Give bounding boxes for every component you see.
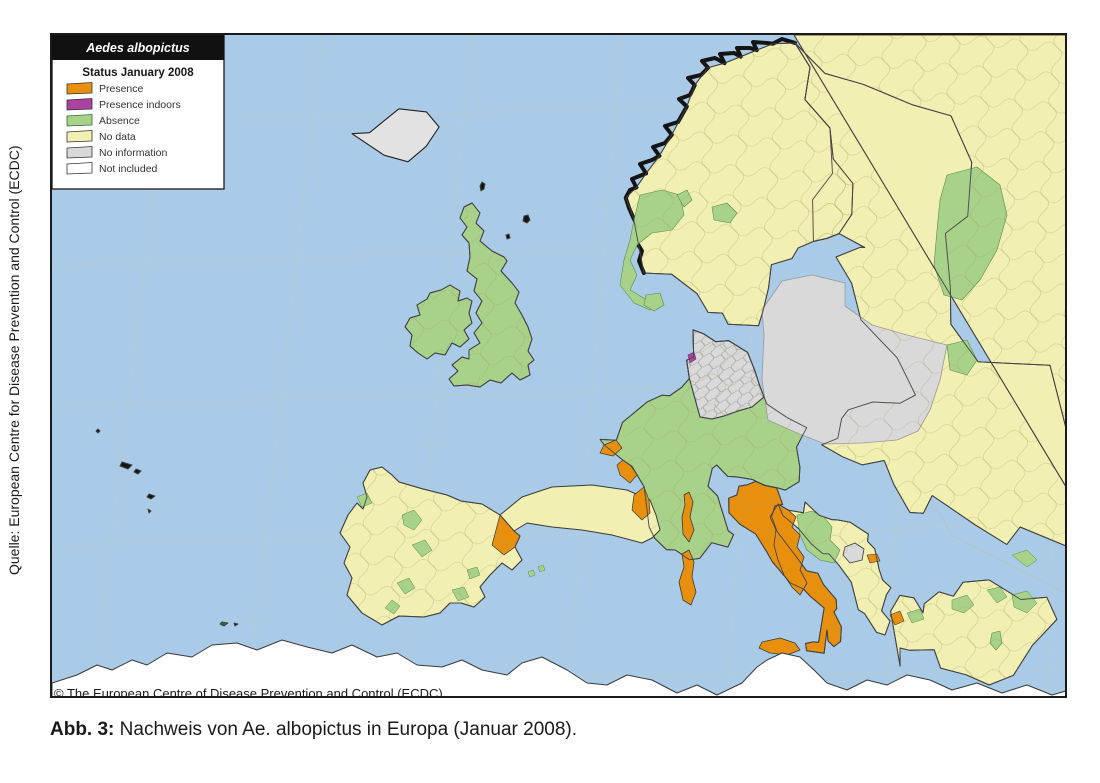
svg-text:No information: No information — [99, 147, 167, 159]
svg-text:No data: No data — [99, 131, 136, 143]
svg-text:Aedes albopictus: Aedes albopictus — [85, 41, 190, 55]
svg-text:Status January 2008: Status January 2008 — [82, 67, 194, 79]
svg-text:Presence indoors: Presence indoors — [99, 99, 181, 111]
svg-text:Presence: Presence — [99, 83, 144, 95]
svg-text:Absence: Absence — [99, 115, 140, 127]
svg-text:Not included: Not included — [99, 163, 158, 175]
svg-text:© The European Centre of Disea: © The European Centre of Disease Prevent… — [54, 686, 443, 698]
